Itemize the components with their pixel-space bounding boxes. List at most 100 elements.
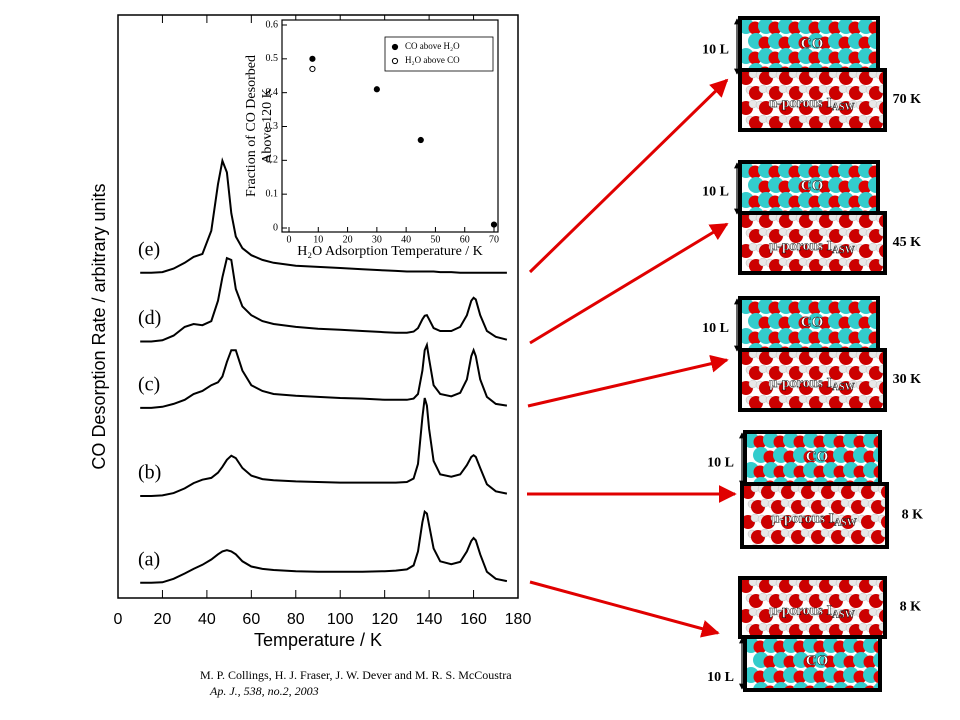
layer-border [740, 482, 889, 549]
atom-h [800, 528, 810, 538]
atom-o [899, 347, 912, 360]
atom-h [906, 259, 914, 267]
atom-h [800, 498, 810, 508]
atom-o [899, 579, 913, 593]
atom-o [909, 116, 923, 130]
atom-o [894, 436, 907, 449]
atom-o [771, 560, 785, 574]
atom-h [776, 274, 784, 282]
atom-o [894, 641, 907, 654]
atom-h [838, 364, 848, 374]
atom-h [758, 364, 768, 374]
arrow [529, 580, 720, 638]
atom-h [881, 559, 889, 567]
atom-h [876, 274, 884, 282]
atom-h [798, 592, 808, 602]
atom-h [756, 411, 764, 419]
atom-h [748, 607, 758, 617]
layer-label: µ-porous IASW [769, 604, 854, 621]
layer-label: µ-porous IASW [769, 239, 854, 256]
atom-h [836, 274, 844, 282]
atom-o [899, 181, 912, 194]
atom-h [899, 395, 907, 403]
atom-h [858, 84, 868, 94]
atom-o [868, 21, 878, 35]
atom-o [909, 624, 923, 638]
atom-h [788, 560, 796, 568]
x-tick-label: 180 [505, 611, 532, 628]
atom-h [750, 513, 760, 523]
atom-h [896, 131, 904, 139]
atom-h [919, 115, 927, 123]
atom-o [879, 181, 892, 194]
ice-molecules [740, 213, 917, 288]
atom-h [798, 114, 808, 124]
atom-o [779, 411, 793, 425]
atom-c [868, 33, 878, 49]
atom-o [779, 274, 793, 288]
atom-o [871, 560, 885, 574]
y-axis-label: Above 120 K [260, 88, 275, 163]
atom-h [778, 257, 788, 267]
x-tick-label: 80 [287, 611, 305, 628]
layer-name: µ-porous I [769, 376, 832, 391]
atom-h [906, 396, 914, 404]
co-label: CO [801, 178, 824, 194]
atom-h [858, 227, 868, 237]
atom-h [776, 131, 784, 139]
atom-o [839, 411, 853, 425]
atom-h [896, 411, 904, 419]
atom-c [883, 667, 899, 683]
atom-h [760, 498, 770, 508]
atom-c [868, 177, 878, 193]
atom-o [799, 411, 813, 425]
series-line [140, 397, 508, 497]
atom-c [893, 652, 909, 668]
atom-h [909, 70, 917, 78]
atom-h [889, 70, 897, 78]
atom-h [886, 624, 894, 632]
atom-h [868, 379, 878, 389]
atom-h [756, 274, 764, 282]
atom-h [901, 499, 909, 507]
atom-c [893, 682, 909, 698]
atom-h [886, 259, 894, 267]
atom-h [838, 114, 848, 124]
atom-c [893, 477, 909, 493]
atom-c [888, 343, 904, 359]
dose-label: 10 L [702, 185, 729, 200]
atom-o [868, 165, 878, 179]
x-tick-label: 0 [287, 234, 292, 245]
y-tick-label: 0.5 [266, 53, 279, 64]
y-axis-label: CO Desorption Rate / arbitrary units [89, 183, 109, 469]
atom-o [904, 656, 917, 669]
atom-o [901, 485, 915, 499]
atom-o [759, 411, 773, 425]
atom-c [893, 447, 909, 463]
atom-h [818, 364, 828, 374]
atom-c [763, 697, 779, 713]
atom-o [889, 259, 903, 273]
atom-o [899, 214, 913, 228]
atom-h [889, 608, 897, 616]
atom-o [884, 656, 897, 669]
atom-o [868, 331, 878, 345]
atom-c [878, 328, 894, 344]
atom-o [868, 301, 878, 315]
atom-c [743, 697, 759, 713]
atom-h [808, 560, 816, 568]
x-tick-label: 40 [401, 234, 411, 245]
atom-h [886, 594, 894, 602]
atom-c [783, 697, 799, 713]
atom-h [840, 498, 850, 508]
atom-h [860, 528, 870, 538]
atom-h [818, 227, 828, 237]
atom-c [878, 162, 894, 178]
ice-molecules [740, 578, 923, 638]
dose-label: 10 L [707, 670, 734, 685]
atom-h [901, 559, 909, 567]
atom-h [758, 394, 768, 404]
atom-h [798, 364, 808, 374]
atom-h [909, 213, 917, 221]
